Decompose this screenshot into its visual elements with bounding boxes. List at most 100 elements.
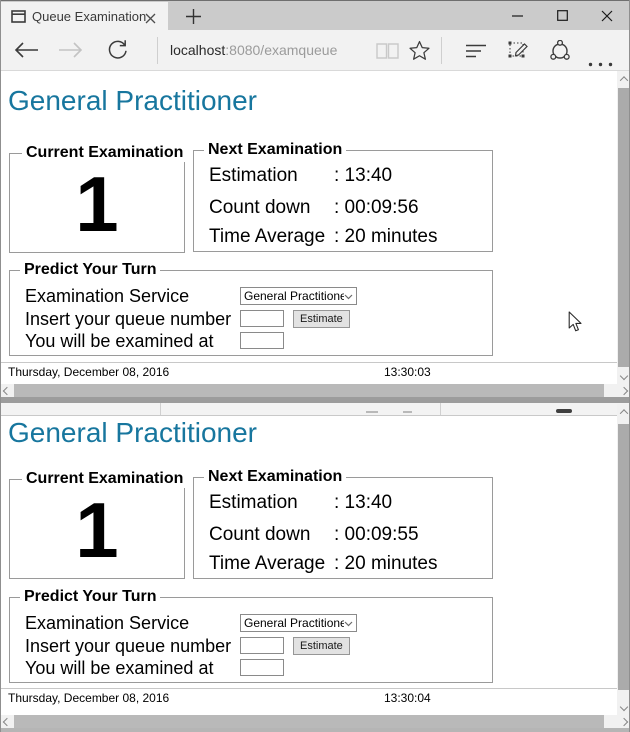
estimation-label: Estimation xyxy=(209,492,298,513)
window-separator-band xyxy=(0,397,630,403)
estimate-button[interactable]: Estimate xyxy=(293,310,350,328)
share-icon[interactable] xyxy=(549,39,571,67)
scrollbar-thumb[interactable] xyxy=(618,88,629,367)
forward-icon[interactable] xyxy=(58,41,84,64)
footer-divider xyxy=(1,362,617,363)
horizontal-scrollbar[interactable] xyxy=(0,715,630,728)
scrollbar-thumb[interactable] xyxy=(14,715,604,728)
next-examination-panel: Next Examination Estimation : 13:40 Coun… xyxy=(193,468,493,579)
webpage-screen-2: General Practitioner Current Examination… xyxy=(1,416,617,715)
countdown-value: : 00:09:55 xyxy=(334,524,419,545)
footer-date: Thursday, December 08, 2016 xyxy=(8,691,170,705)
predict-your-turn-panel: Predict Your Turn Examination Service Ge… xyxy=(9,588,493,683)
time-average-label: Time Average xyxy=(209,553,326,574)
footer-clock: 13:30:04 xyxy=(384,691,431,705)
scrollbar-thumb[interactable] xyxy=(618,424,629,690)
result-label: You will be examined at xyxy=(25,658,214,678)
examination-service-label: Examination Service xyxy=(25,613,190,633)
estimate-button[interactable]: Estimate xyxy=(293,637,350,655)
hub-icon[interactable] xyxy=(465,43,487,64)
tab-close-icon[interactable] xyxy=(145,11,156,29)
examination-service-label: Examination Service xyxy=(25,286,190,306)
result-input[interactable] xyxy=(240,659,284,676)
window-separator-band xyxy=(0,728,630,732)
predict-legend: Predict Your Turn xyxy=(20,588,161,606)
toolbar-remnant-mark xyxy=(556,409,572,413)
tab-bar: Queue Examination xyxy=(0,0,630,31)
selected-service: General Practitioner xyxy=(244,616,344,630)
mouse-cursor-icon xyxy=(568,311,583,338)
time-average-value: : 20 minutes xyxy=(334,226,438,247)
back-icon[interactable] xyxy=(13,41,39,64)
close-icon[interactable] xyxy=(590,1,624,30)
queue-number-input[interactable] xyxy=(240,310,284,327)
scroll-right-icon[interactable] xyxy=(617,715,630,728)
current-examination-panel: Current Examination 1 xyxy=(9,470,188,579)
refresh-icon[interactable] xyxy=(106,39,129,67)
web-note-icon[interactable] xyxy=(508,40,529,66)
minimize-icon[interactable] xyxy=(500,1,534,30)
current-examination-number: 1 xyxy=(75,485,119,574)
toolbar-remnant xyxy=(0,403,630,416)
tab-queue-examination[interactable]: Queue Examination xyxy=(0,2,168,31)
queue-number-label: Insert your queue number xyxy=(25,636,232,656)
examination-service-select[interactable]: General Practitioner xyxy=(240,614,357,632)
toolbar-remnant-mark xyxy=(366,411,378,413)
page-title: General Practitioner xyxy=(8,417,258,448)
next-examination-legend: Next Examination xyxy=(204,141,347,159)
new-tab-icon[interactable] xyxy=(185,8,202,30)
countdown-value: : 00:09:56 xyxy=(334,197,419,218)
current-examination-panel: Current Examination 1 xyxy=(9,144,188,253)
queue-number-input[interactable] xyxy=(240,637,284,654)
page-title: General Practitioner xyxy=(8,85,258,116)
tab-title: Queue Examination xyxy=(32,9,147,24)
scroll-right-icon[interactable] xyxy=(617,384,630,397)
scroll-left-icon[interactable] xyxy=(0,384,13,397)
time-average-value: : 20 minutes xyxy=(334,553,438,574)
scroll-down-icon[interactable] xyxy=(617,699,630,715)
more-options-icon[interactable] xyxy=(588,54,615,72)
footer-divider xyxy=(1,688,617,689)
chevron-down-icon xyxy=(344,616,353,630)
time-average-label: Time Average xyxy=(209,226,326,247)
next-examination-panel: Next Examination Estimation : 13:40 Coun… xyxy=(193,141,493,252)
maximize-icon[interactable] xyxy=(545,1,579,30)
reading-view-icon[interactable] xyxy=(376,43,399,64)
chevron-down-icon xyxy=(344,289,353,303)
vertical-scrollbar[interactable] xyxy=(617,404,630,715)
scroll-up-icon[interactable] xyxy=(617,404,630,420)
toolbar-remnant-mark xyxy=(403,411,412,413)
scroll-down-icon[interactable] xyxy=(617,368,630,384)
result-label: You will be examined at xyxy=(25,331,214,351)
result-input[interactable] xyxy=(240,332,284,349)
estimation-label: Estimation xyxy=(209,165,298,186)
scroll-up-icon[interactable] xyxy=(617,71,630,87)
footer-clock: 13:30:03 xyxy=(384,365,431,379)
examination-service-select[interactable]: General Practitioner xyxy=(240,287,357,305)
current-examination-legend: Current Examination xyxy=(22,470,188,488)
favorites-star-icon[interactable] xyxy=(409,40,430,66)
toolbar-remnant-mark xyxy=(440,403,441,415)
webpage-screen-1: General Practitioner Current Examination… xyxy=(1,71,617,384)
url-path: :8080/examqueue xyxy=(225,42,338,58)
scroll-left-icon[interactable] xyxy=(0,715,13,728)
countdown-label: Count down xyxy=(209,197,311,218)
footer-date: Thursday, December 08, 2016 xyxy=(8,365,170,379)
current-examination-number: 1 xyxy=(75,159,119,248)
toolbar-divider xyxy=(441,37,442,64)
horizontal-scrollbar[interactable] xyxy=(0,384,630,397)
toolbar-divider xyxy=(157,37,158,64)
queue-number-label: Insert your queue number xyxy=(25,309,232,329)
countdown-label: Count down xyxy=(209,524,311,545)
browser-toolbar: localhost:8080/examqueue xyxy=(0,30,630,71)
estimation-value: : 13:40 xyxy=(334,165,393,186)
url-host: localhost xyxy=(170,42,226,58)
next-examination-legend: Next Examination xyxy=(204,468,347,486)
selected-service: General Practitioner xyxy=(244,289,344,303)
address-bar[interactable]: localhost:8080/examqueue xyxy=(170,30,337,70)
scrollbar-thumb[interactable] xyxy=(14,384,604,397)
vertical-scrollbar[interactable] xyxy=(617,71,630,384)
predict-legend: Predict Your Turn xyxy=(20,261,161,279)
page-favicon-icon xyxy=(11,10,26,28)
predict-your-turn-panel: Predict Your Turn Examination Service Ge… xyxy=(9,261,493,356)
